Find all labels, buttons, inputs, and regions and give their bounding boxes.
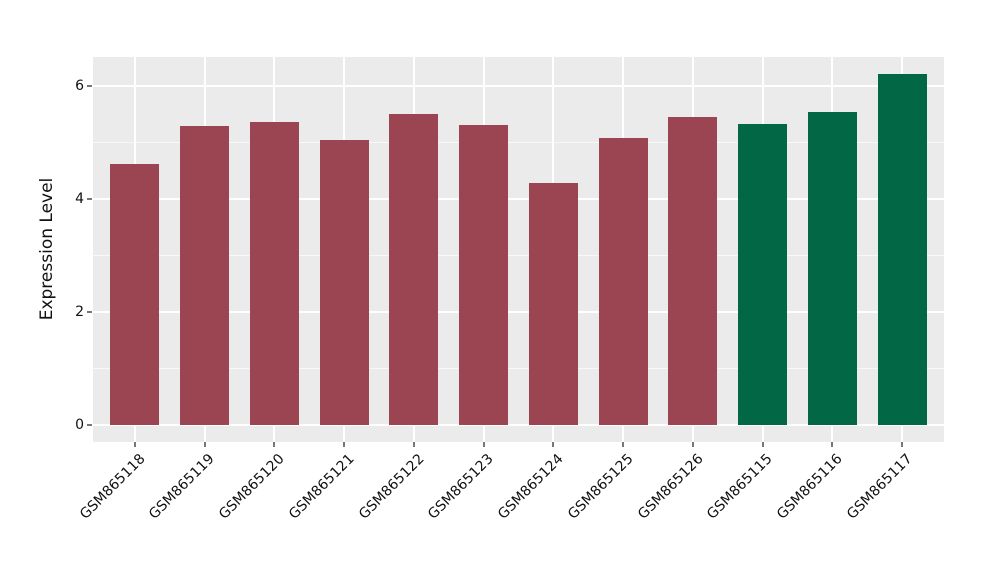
minor-gridline bbox=[93, 142, 944, 144]
bar-GSM865125 bbox=[598, 138, 648, 425]
y-tick-label: 4 bbox=[75, 191, 84, 208]
x-tick-mark bbox=[901, 442, 904, 447]
x-tick-mark bbox=[831, 442, 834, 447]
x-tick-label: GSM865123 bbox=[425, 451, 497, 523]
x-tick-label: GSM865119 bbox=[146, 451, 218, 523]
bar-GSM865123 bbox=[459, 125, 509, 425]
x-tick-label: GSM865118 bbox=[76, 451, 149, 523]
x-tick-label: GSM865124 bbox=[495, 451, 567, 523]
y-tick-label: 0 bbox=[75, 416, 84, 433]
x-tick-label: GSM865117 bbox=[843, 451, 916, 523]
bar-GSM865117 bbox=[877, 74, 927, 425]
minor-gridline bbox=[93, 367, 944, 369]
x-tick-label: GSM865122 bbox=[355, 451, 428, 523]
bar-GSM865126 bbox=[668, 116, 718, 425]
x-tick-label: GSM865115 bbox=[704, 451, 776, 523]
bar-GSM865120 bbox=[249, 122, 299, 425]
minor-gridline bbox=[93, 254, 944, 256]
bar-GSM865118 bbox=[110, 163, 160, 425]
bar-GSM865115 bbox=[738, 123, 788, 425]
bar-GSM865124 bbox=[528, 183, 578, 425]
bar-GSM865121 bbox=[319, 140, 369, 425]
x-tick-mark bbox=[482, 442, 485, 447]
y-tick-mark bbox=[87, 310, 92, 313]
major-gridline bbox=[93, 310, 944, 313]
x-tick-label: GSM865125 bbox=[564, 451, 637, 523]
x-tick-mark bbox=[412, 442, 415, 447]
y-tick-label: 6 bbox=[75, 78, 84, 95]
y-tick-label: 2 bbox=[75, 303, 84, 320]
bar-GSM865122 bbox=[389, 114, 439, 425]
x-tick-mark bbox=[273, 442, 276, 447]
x-tick-mark bbox=[691, 442, 694, 447]
y-tick-mark bbox=[87, 85, 92, 88]
x-tick-mark bbox=[761, 442, 764, 447]
x-tick-label: GSM865121 bbox=[285, 451, 358, 523]
x-tick-mark bbox=[343, 442, 346, 447]
x-tick-label: GSM865116 bbox=[774, 451, 846, 523]
x-tick-label: GSM865126 bbox=[634, 451, 707, 523]
y-tick-mark bbox=[87, 198, 92, 201]
x-tick-mark bbox=[622, 442, 625, 447]
major-gridline bbox=[93, 423, 944, 426]
x-tick-label: GSM865120 bbox=[216, 451, 288, 523]
x-tick-mark bbox=[552, 442, 555, 447]
bar-GSM865116 bbox=[807, 111, 857, 425]
major-gridline bbox=[93, 198, 944, 201]
y-tick-mark bbox=[87, 423, 92, 426]
bar-GSM865119 bbox=[180, 125, 229, 425]
plot-panel bbox=[93, 57, 944, 442]
x-tick-mark bbox=[133, 442, 136, 447]
x-tick-mark bbox=[203, 442, 206, 447]
major-gridline bbox=[93, 85, 944, 88]
